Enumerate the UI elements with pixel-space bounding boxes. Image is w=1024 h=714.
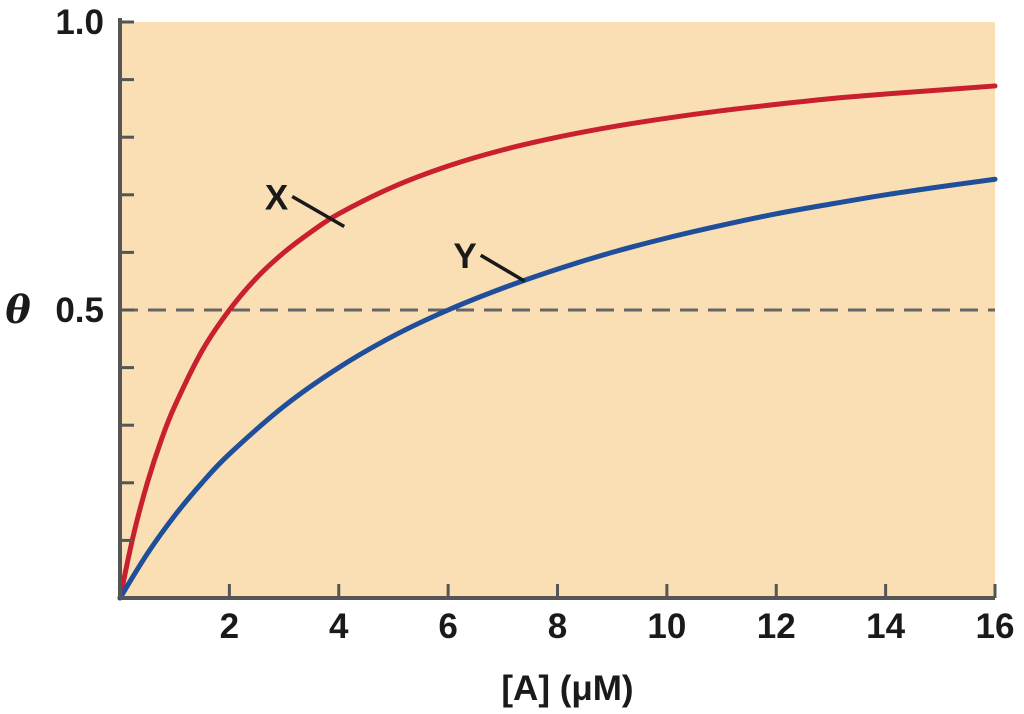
x-tick-label: 8 — [548, 607, 567, 646]
series-line-x — [117, 83, 998, 601]
series-label-x: X — [265, 178, 289, 217]
x-tick-label: 2 — [220, 607, 239, 646]
series-label-y: Y — [453, 237, 476, 276]
x-tick-label: 10 — [647, 607, 686, 646]
series-line-y — [117, 176, 998, 601]
callout-leader-y — [479, 253, 526, 283]
x-axis-label: [A] (μM) — [501, 669, 633, 708]
x-tick-label: 4 — [329, 607, 349, 646]
x-tick-label: 16 — [976, 607, 1015, 646]
x-tick-label: 14 — [866, 607, 905, 646]
y-tick-label: 1.0 — [55, 3, 104, 42]
x-tick-label: 6 — [438, 607, 457, 646]
x-tick-label: 12 — [757, 607, 796, 646]
callout-leader-x — [291, 194, 346, 228]
y-tick-label: 0.5 — [55, 291, 104, 330]
y-axis-label: θ — [5, 287, 31, 332]
